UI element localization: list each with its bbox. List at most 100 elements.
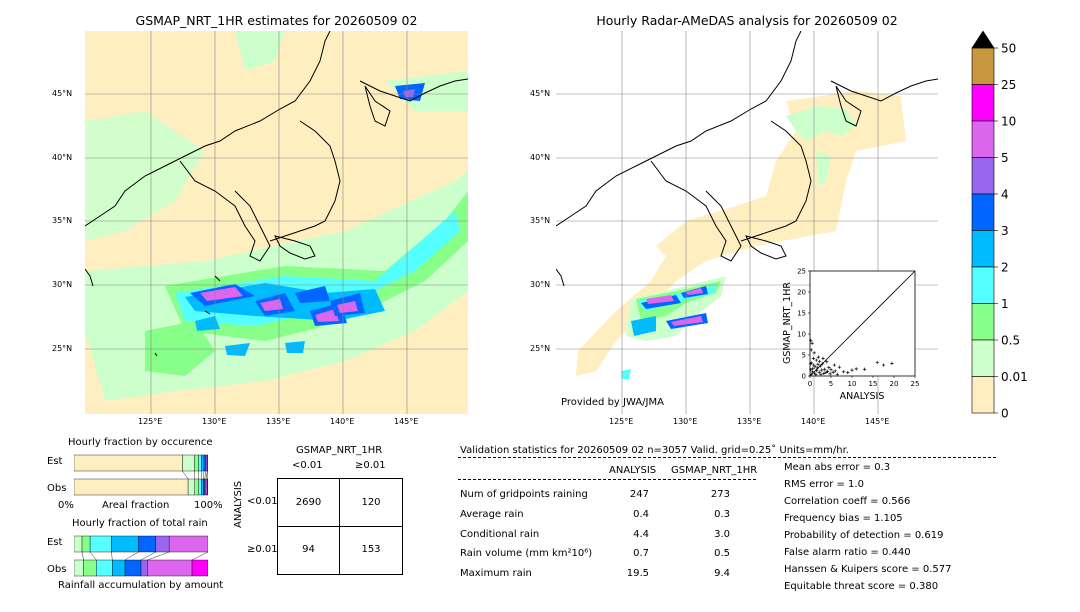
contingency-cell: 94 — [302, 544, 315, 555]
scatter-point — [819, 372, 823, 376]
fraction-row-label: Est — [47, 456, 63, 467]
fraction-row-label: Obs — [47, 483, 67, 494]
scatter-point — [815, 366, 820, 370]
fraction-connector — [89, 551, 97, 561]
scatter-point — [842, 370, 846, 374]
scatter-point — [810, 370, 815, 374]
fraction-total-chart — [73, 533, 209, 579]
colorbar: 50 25 10 5 4 3 2 1 0.5 0.01 0 — [968, 28, 1038, 421]
scatter-point — [808, 362, 813, 366]
scatter-point — [890, 361, 894, 365]
fraction-segment — [112, 559, 126, 577]
left-map — [84, 30, 469, 414]
scatter-ytick-label: 15 — [797, 310, 806, 318]
colorbar-svg: 50 25 10 5 4 3 2 1 0.5 0.01 0 — [971, 30, 1028, 421]
fraction-segment — [168, 535, 209, 553]
score-line: Hanssen & Kuipers score = 0.577 — [784, 564, 952, 575]
left-lat-label: 25°N — [52, 344, 73, 353]
right-lat-label: 35°N — [530, 216, 551, 225]
colorbar-label: 0 — [1001, 407, 1009, 419]
scatter-point — [829, 368, 833, 372]
fraction-row-label: Est — [47, 537, 63, 548]
scatter-point — [811, 356, 815, 360]
fraction-connector — [204, 470, 207, 480]
left-map-title: GSMAP_NRT_1HR estimates for 20260509 02 — [135, 13, 418, 28]
contingency-row-header: <0.01 — [247, 496, 278, 507]
colorbar-label: 10 — [1001, 115, 1016, 129]
fraction-segment — [187, 478, 195, 496]
validation-analysis-value: 19.5 — [626, 568, 649, 579]
fraction-connector — [182, 470, 189, 480]
contingency-row-header: ≥0.01 — [247, 544, 278, 555]
validation-subdivider — [458, 479, 756, 480]
scatter-point — [812, 351, 816, 355]
colorbar-label: 1 — [1001, 297, 1009, 311]
fraction-segment — [207, 478, 209, 496]
colorbar-swatch — [971, 84, 995, 122]
colorbar-swatch — [971, 157, 995, 195]
validation-analysis-value: 4.4 — [633, 529, 649, 540]
validation-gsmap-value: 9.4 — [714, 568, 730, 579]
fraction-segment — [111, 535, 139, 553]
fraction-axis-right: 100% — [194, 500, 223, 511]
scatter-xtick-label: 15 — [869, 380, 878, 388]
scatter-point — [875, 360, 879, 365]
fraction-occurrence-chart — [73, 452, 209, 497]
scatter-point — [820, 368, 824, 372]
left-lon-label: 135°E — [266, 417, 291, 426]
fraction-segment — [96, 559, 113, 577]
fraction-total-title: Hourly fraction of total rain — [72, 518, 208, 529]
scatter-point — [826, 369, 830, 373]
fraction-connector — [111, 551, 113, 561]
scatter-point — [837, 365, 841, 369]
fraction-segment — [138, 535, 156, 553]
fraction-segment — [124, 559, 142, 577]
contingency-title: GSMAP_NRT_1HR — [296, 445, 383, 456]
scatter-point — [812, 363, 816, 367]
right-map — [555, 30, 939, 414]
colorbar-label: 25 — [1001, 78, 1016, 92]
scatter-point — [831, 370, 835, 374]
right-lon-label: 145°E — [865, 417, 890, 426]
scatter-point — [824, 370, 828, 374]
scatter-point — [822, 371, 826, 376]
scatter-ytick-label: 25 — [797, 268, 806, 276]
colorbar-swatch — [971, 266, 995, 304]
fraction-connector — [207, 470, 209, 480]
scatter-point — [815, 368, 819, 373]
validation-analysis-value: 0.7 — [633, 548, 649, 559]
scatter-point — [881, 363, 886, 367]
score-line: Mean abs error = 0.3 — [784, 462, 891, 473]
scatter-point — [810, 341, 814, 345]
scatter-point — [821, 362, 825, 366]
colorbar-label: 50 — [1001, 42, 1016, 56]
fraction-connector — [203, 470, 205, 480]
scatter-xtick-label: 0 — [808, 380, 812, 388]
fraction-segment — [73, 559, 84, 577]
fraction-segment — [81, 535, 91, 553]
colorbar-swatch — [971, 193, 995, 231]
fraction-segment — [182, 454, 195, 472]
fraction-segment — [83, 559, 97, 577]
scatter-point — [846, 371, 850, 375]
left-map-grid — [85, 31, 468, 414]
validation-gsmap-value: 0.3 — [714, 509, 730, 520]
contingency-row-axis: ANALYSIS — [233, 480, 244, 528]
colorbar-label: 3 — [1001, 224, 1009, 238]
scatter-point — [823, 367, 827, 371]
colorbar-swatch — [971, 120, 995, 158]
left-lon-label: 125°E — [138, 417, 163, 426]
left-map-coastline — [84, 30, 469, 357]
fraction-occurrence-svg — [73, 454, 209, 496]
scatter-point — [818, 359, 822, 363]
contingency-table: 2690 120 94 153 — [277, 478, 403, 575]
scatter-point — [809, 368, 813, 372]
scatter-point — [814, 358, 818, 362]
left-lat-label: 30°N — [52, 280, 73, 289]
scatter-ytick-label: 0 — [802, 373, 806, 381]
fraction-segment — [73, 478, 189, 496]
right-lon-label: 140°E — [801, 417, 826, 426]
colorbar-label: 0.01 — [1001, 370, 1028, 384]
score-line: Correlation coeff = 0.566 — [784, 496, 911, 507]
scatter-point — [832, 363, 836, 367]
